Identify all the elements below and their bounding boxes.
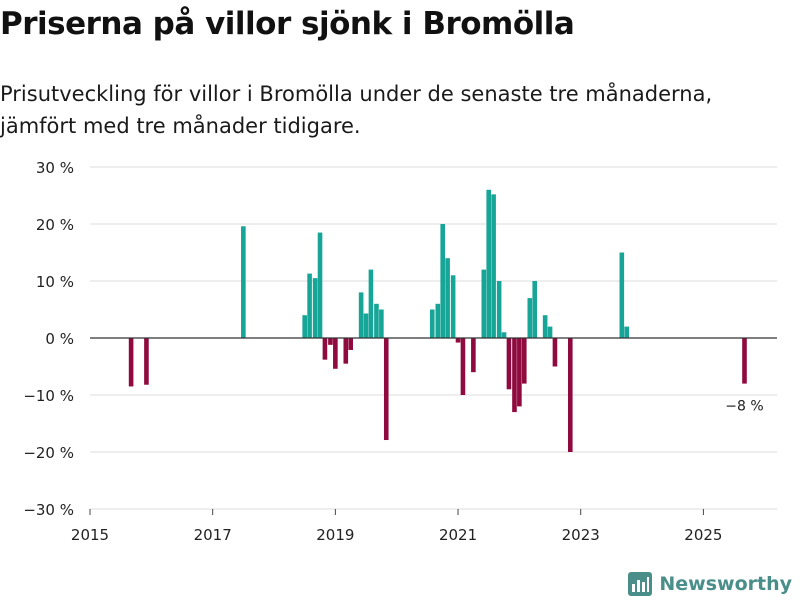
brand: Newsworthy <box>628 572 792 596</box>
gridlines <box>90 166 777 510</box>
bar-positive <box>619 252 625 338</box>
bar-positive <box>302 315 307 338</box>
bar-negative <box>567 338 573 452</box>
bar-positive <box>374 303 379 338</box>
bar-negative <box>328 338 333 345</box>
x-tick-label: 2019 <box>316 526 354 540</box>
bar-positive <box>363 313 369 338</box>
bar-positive <box>542 315 548 338</box>
bar-positive <box>312 278 318 338</box>
y-tick-label: 30 % <box>36 159 74 177</box>
bar-negative <box>383 338 389 441</box>
bar-negative <box>460 338 466 395</box>
bar-positive <box>501 332 507 338</box>
bar-negative <box>517 338 522 407</box>
bar-positive <box>450 275 456 338</box>
y-tick-label: −20 % <box>23 444 74 462</box>
bar-negative <box>322 338 328 360</box>
x-tick-label: 2021 <box>439 526 477 540</box>
bar-positive <box>379 309 384 338</box>
bar-negative <box>348 338 353 350</box>
bar-positive <box>624 326 630 338</box>
bar-positive <box>241 226 246 338</box>
bar-negative <box>455 338 461 343</box>
price-change-chart: −30 % −20 % −10 % 0 % 10 % 20 % 30 % 2015 2017 20… <box>23 159 777 540</box>
bar-negative <box>144 338 149 385</box>
bar-negative <box>512 338 517 413</box>
data-label: −8 % <box>725 399 763 415</box>
x-tick-label: 2023 <box>562 526 600 540</box>
page-subtitle: Prisutveckling för villor i Bromölla und… <box>0 82 713 138</box>
x-tick-label: 2025 <box>684 526 722 540</box>
bar-negative <box>343 338 349 364</box>
bars <box>128 189 747 452</box>
bar-positive <box>440 224 446 338</box>
bar-positive <box>445 258 450 338</box>
bar-positive <box>527 298 533 338</box>
bar-negative <box>521 338 527 384</box>
bar-negative <box>128 338 134 387</box>
bar-positive <box>368 269 374 338</box>
y-tick-label: 10 % <box>36 273 74 291</box>
bar-negative <box>742 338 747 384</box>
brand-name: Newsworthy <box>659 573 792 595</box>
x-tick-label: 2015 <box>71 526 109 540</box>
y-tick-label: 20 % <box>36 216 74 234</box>
bar-negative <box>333 338 338 369</box>
y-tick-label: −30 % <box>23 501 74 519</box>
bar-positive <box>486 189 492 338</box>
bar-positive <box>429 309 435 338</box>
bar-positive <box>547 326 553 338</box>
bar-positive <box>532 281 538 338</box>
bar-negative <box>552 338 558 367</box>
bar-positive <box>358 292 364 338</box>
annotations: −8 % <box>725 399 763 415</box>
axes: −30 % −20 % −10 % 0 % 10 % 20 % 30 % 2015 2017 20… <box>23 159 722 540</box>
x-tick-label: 2017 <box>194 526 232 540</box>
bar-negative <box>471 338 476 373</box>
newsworthy-logo-icon <box>628 572 653 596</box>
bar-positive <box>435 303 441 338</box>
bar-positive <box>481 269 487 338</box>
bar-positive <box>491 194 496 338</box>
bar-positive <box>307 273 312 338</box>
y-tick-label: 0 % <box>45 330 74 348</box>
bar-positive <box>317 232 323 338</box>
bar-positive <box>496 281 502 338</box>
bar-negative <box>506 338 512 390</box>
page-title: Priserna på villor sjönk i Bromölla <box>0 6 575 42</box>
y-tick-label: −10 % <box>23 387 74 405</box>
